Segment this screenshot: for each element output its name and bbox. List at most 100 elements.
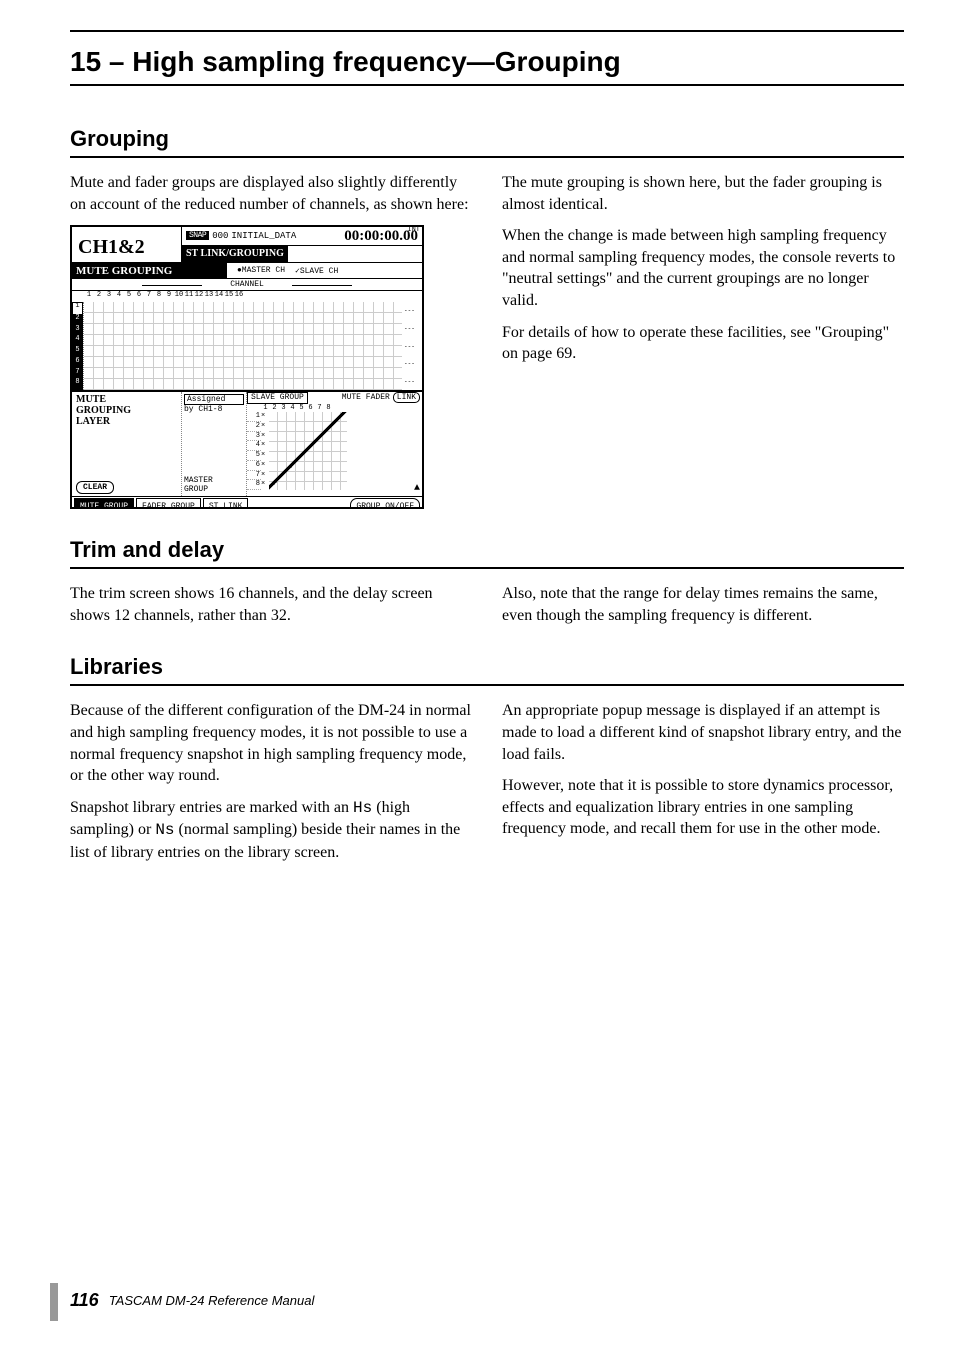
slave-group-matrix[interactable] bbox=[269, 412, 347, 490]
ch-num: 10 bbox=[174, 291, 184, 302]
x-mark: × bbox=[261, 451, 269, 461]
mute-fader-link-area: MUTE FADER LINK bbox=[342, 392, 420, 403]
dash: --- bbox=[404, 378, 422, 385]
group-number-column: 1 2 3 4 5 6 7 8 bbox=[72, 302, 84, 390]
assigned-label: Assigned bbox=[184, 394, 244, 405]
sg-num: 8 bbox=[324, 404, 333, 412]
clock-source: INT bbox=[407, 226, 420, 234]
page-footer: 116 TASCAM DM-24 Reference Manual bbox=[70, 1290, 314, 1311]
grouping-left-col: Mute and fader groups are displayed also… bbox=[70, 172, 472, 519]
page-number: 116 bbox=[70, 1290, 99, 1311]
ch-num: 13 bbox=[204, 291, 214, 302]
dash: --- bbox=[404, 325, 422, 332]
sg-num: 3 bbox=[279, 404, 288, 412]
assigned-panel: Assigned by CH1-8 MASTER GROUP bbox=[182, 392, 247, 496]
sg-row: 5 bbox=[247, 451, 261, 461]
lcd-header-right: SNAP 000 INITIAL_DATA INT 00:00:00.00 ST… bbox=[182, 227, 422, 262]
link-button[interactable]: LINK bbox=[393, 392, 420, 403]
mute-fader-label: MUTE FADER bbox=[342, 393, 390, 402]
sg-num: 1 bbox=[261, 404, 270, 412]
ch-num: 11 bbox=[184, 291, 194, 302]
sg-num: 7 bbox=[315, 404, 324, 412]
slave-ch-label: ✓SLAVE CH bbox=[295, 266, 338, 276]
lcd-header: CH1&2 SNAP 000 INITIAL_DATA INT 00:00:00… bbox=[72, 227, 422, 263]
grouping-columns: Mute and fader groups are displayed also… bbox=[70, 172, 904, 519]
group-label: GROUP bbox=[184, 485, 244, 494]
sg-num: 5 bbox=[297, 404, 306, 412]
hs-code: Hs bbox=[353, 799, 372, 817]
mute-label: MUTE bbox=[76, 394, 177, 405]
libraries-left-para1: Because of the different configuration o… bbox=[70, 700, 472, 786]
channel-group-label: CHANNEL bbox=[72, 279, 422, 291]
grouping-right-para2: When the change is made between high sam… bbox=[502, 225, 904, 311]
scroll-arrow-icon[interactable]: ▲ bbox=[414, 483, 420, 494]
ch-num: 3 bbox=[104, 291, 114, 302]
master-label: MASTER bbox=[184, 476, 244, 485]
lcd-time-area: INT 00:00:00.00 bbox=[332, 227, 422, 244]
x-mark: × bbox=[261, 461, 269, 471]
x-mark: × bbox=[261, 441, 269, 451]
lcd-lower-section: MUTE GROUPING LAYER CLEAR Assigned by CH… bbox=[72, 392, 422, 497]
channel-type-legend: ●MASTER CH ✓SLAVE CH bbox=[227, 263, 422, 278]
ch-num: 15 bbox=[224, 291, 234, 302]
sg-row: 1 bbox=[247, 412, 261, 422]
ch-num: 4 bbox=[114, 291, 124, 302]
sg-row: 4 bbox=[247, 441, 261, 451]
slave-group-row-numbers: 1 2 3 4 5 6 7 8 bbox=[247, 412, 261, 490]
ch-num: 5 bbox=[124, 291, 134, 302]
section-heading-libraries: Libraries bbox=[70, 654, 904, 686]
sg-num: 6 bbox=[306, 404, 315, 412]
snap-number: 000 bbox=[212, 231, 228, 241]
x-mark: × bbox=[261, 480, 269, 490]
tab-fader-group[interactable]: FADER GROUP bbox=[136, 498, 201, 509]
libraries-columns: Because of the different configuration o… bbox=[70, 700, 904, 873]
snap-badge: SNAP bbox=[186, 231, 209, 240]
layer-label: LAYER bbox=[76, 416, 177, 427]
trim-left-para1: The trim screen shows 16 channels, and t… bbox=[70, 583, 472, 626]
libraries-right-para2: However, note that it is possible to sto… bbox=[502, 775, 904, 840]
lcd-header-row2: ST LINK/GROUPING bbox=[182, 245, 422, 263]
sg-row: 8 bbox=[247, 480, 261, 490]
slave-group-numbers: 1 2 3 4 5 6 7 8 bbox=[247, 404, 422, 412]
dash: --- bbox=[404, 307, 422, 314]
snapshot-name: INITIAL_DATA bbox=[231, 231, 296, 241]
tab-group-onoff[interactable]: GROUP ON/OFF bbox=[350, 498, 420, 509]
lcd-channel-label: CH1&2 bbox=[72, 227, 182, 262]
trim-columns: The trim screen shows 16 channels, and t… bbox=[70, 583, 904, 636]
grouping-label: GROUPING bbox=[76, 405, 177, 416]
grouping-right-para1: The mute grouping is shown here, but the… bbox=[502, 172, 904, 215]
sg-row: 6 bbox=[247, 461, 261, 471]
x-mark: × bbox=[261, 471, 269, 481]
lib-p2-text-a: Snapshot library entries are marked with… bbox=[70, 799, 353, 816]
lcd-subheader: MUTE GROUPING ●MASTER CH ✓SLAVE CH bbox=[72, 263, 422, 279]
ch-num: 7 bbox=[144, 291, 154, 302]
libraries-right-para1: An appropriate popup message is displaye… bbox=[502, 700, 904, 765]
trim-left-col: The trim screen shows 16 channels, and t… bbox=[70, 583, 472, 636]
lcd-tab-bar: MUTE GROUP FADER GROUP ST LINK GROUP ON/… bbox=[72, 497, 422, 509]
slave-group-panel: SLAVE GROUP 1 2 3 4 5 6 7 8 1 bbox=[247, 392, 422, 496]
sg-row: 2 bbox=[247, 422, 261, 432]
tab-mute-group[interactable]: MUTE GROUP bbox=[74, 498, 134, 509]
lcd-header-row1: SNAP 000 INITIAL_DATA INT 00:00:00.00 bbox=[182, 227, 422, 244]
page-name-badge: ST LINK/GROUPING bbox=[182, 246, 288, 263]
libraries-right-col: An appropriate popup message is displaye… bbox=[502, 700, 904, 873]
chapter-title: 15 – High sampling frequency—Grouping bbox=[70, 46, 904, 78]
ch-num: 12 bbox=[194, 291, 204, 302]
assigned-range: by CH1-8 bbox=[184, 405, 244, 414]
libraries-left-para2: Snapshot library entries are marked with… bbox=[70, 797, 472, 864]
x-mark: × bbox=[261, 432, 269, 442]
sg-num: 2 bbox=[270, 404, 279, 412]
libraries-left-col: Because of the different configuration o… bbox=[70, 700, 472, 873]
trim-right-col: Also, note that the range for delay time… bbox=[502, 583, 904, 636]
ch-num: 16 bbox=[234, 291, 244, 302]
clear-button[interactable]: CLEAR bbox=[76, 481, 114, 494]
section-heading-grouping: Grouping bbox=[70, 126, 904, 158]
ch-num: 8 bbox=[154, 291, 164, 302]
grouping-right-para3: For details of how to operate these faci… bbox=[502, 322, 904, 365]
channel-numbers-row: 1 2 3 4 5 6 7 8 9 10 11 12 13 14 15 16 bbox=[72, 291, 422, 302]
footer-manual-title: TASCAM DM-24 Reference Manual bbox=[109, 1293, 315, 1308]
lcd-screenshot: CH1&2 SNAP 000 INITIAL_DATA INT 00:00:00… bbox=[70, 225, 424, 509]
slave-group-x-column: × × × × × × × × bbox=[261, 412, 269, 490]
grouping-matrix[interactable] bbox=[84, 302, 402, 390]
tab-st-link[interactable]: ST LINK bbox=[203, 498, 249, 509]
